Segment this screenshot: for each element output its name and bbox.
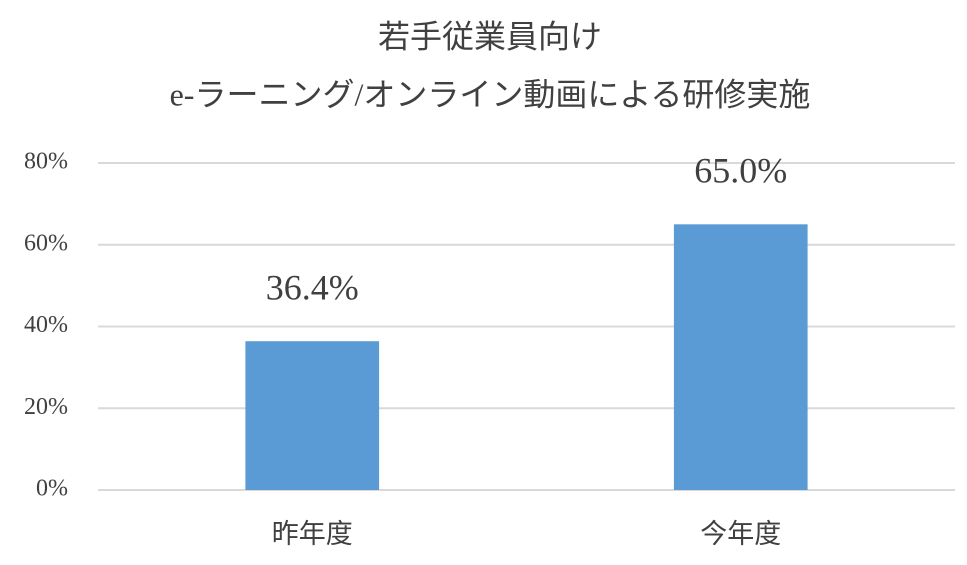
x-tick-label: 昨年度 — [272, 519, 353, 549]
chart-title: e-ラーニング/オンライン動画による研修実施 — [170, 76, 811, 112]
bar — [673, 224, 808, 490]
x-tick-label: 今年度 — [700, 519, 781, 549]
y-tick-label: 0% — [36, 476, 68, 502]
y-tick-label: 80% — [24, 149, 68, 175]
data-label: 36.4% — [266, 267, 359, 307]
y-tick-label: 20% — [24, 394, 68, 420]
bar — [245, 341, 380, 490]
data-label: 65.0% — [694, 151, 787, 191]
y-tick-label: 40% — [24, 312, 68, 338]
y-tick-label: 60% — [24, 230, 68, 256]
chart-title: 若手従業員向け — [378, 18, 602, 54]
